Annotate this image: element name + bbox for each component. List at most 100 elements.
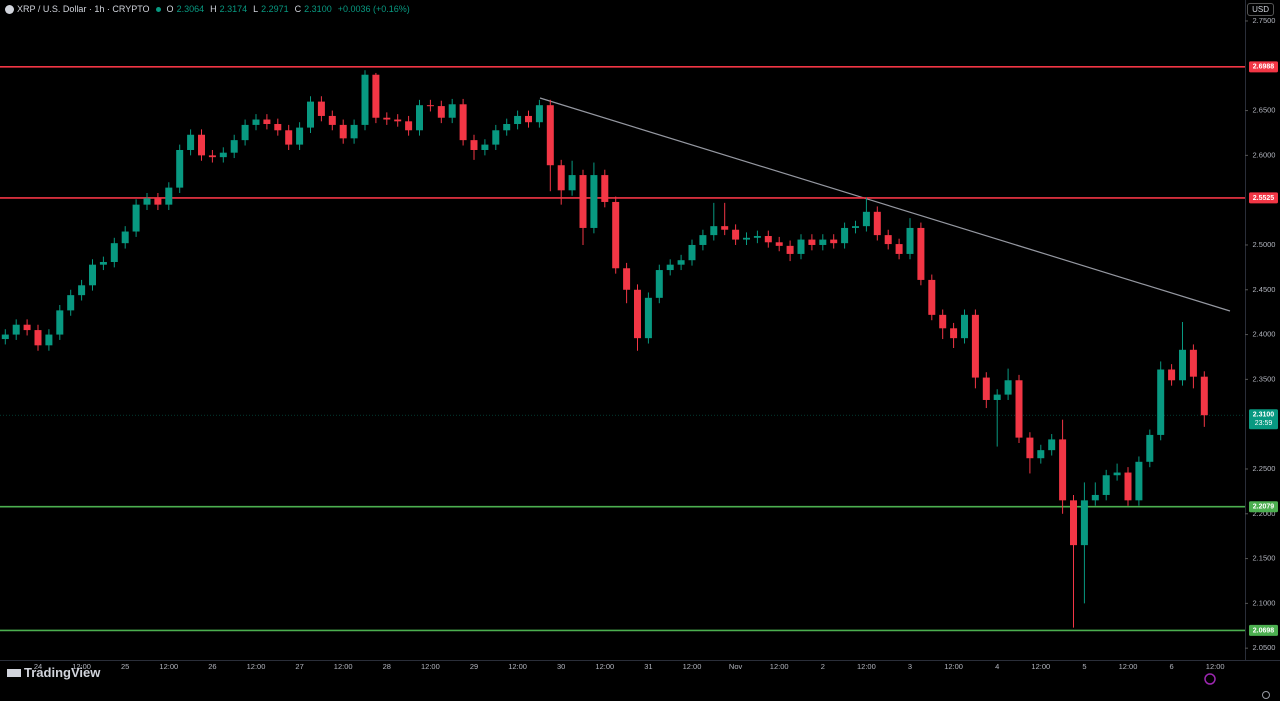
- level-label-bg: [1249, 61, 1278, 73]
- candle-body: [187, 134, 195, 150]
- candle-body: [546, 105, 554, 166]
- ohlc-value: 2.2971: [261, 4, 289, 14]
- ohlc-label: H: [210, 4, 217, 14]
- candle-body: [317, 101, 325, 116]
- candle-body: [339, 124, 347, 139]
- candle-body: [470, 140, 478, 150]
- candle-body: [503, 124, 511, 131]
- candle-body: [895, 244, 903, 254]
- x-tick-label: 3: [908, 662, 912, 671]
- settings-icon[interactable]: [1262, 691, 1270, 699]
- candle-body: [198, 134, 205, 156]
- x-tick-label: 12:00: [683, 662, 702, 671]
- candle-body: [666, 264, 674, 271]
- candle-body: [819, 239, 827, 245]
- candle-body: [56, 310, 64, 335]
- status-dot: [155, 6, 161, 12]
- candle-body: [34, 330, 42, 346]
- candle-body: [1179, 349, 1186, 381]
- level-label: 2.5525: [1253, 195, 1275, 202]
- candle-body: [459, 104, 467, 141]
- candle-body: [1146, 434, 1154, 462]
- candle-body: [928, 279, 936, 315]
- candle-body: [285, 130, 293, 145]
- candle-body: [939, 314, 947, 329]
- candle-body: [710, 226, 718, 236]
- candle-body: [1080, 500, 1088, 546]
- symbol-title[interactable]: XRP / U.S. Dollar · 1h · CRYPTO: [17, 4, 150, 14]
- currency-button[interactable]: USD: [1247, 3, 1274, 16]
- candle-body: [982, 377, 990, 400]
- candle-body: [535, 105, 543, 123]
- candle-body: [230, 140, 238, 153]
- candle-body: [481, 144, 489, 150]
- replay-icon[interactable]: [1204, 673, 1216, 685]
- candle-body: [971, 314, 979, 378]
- candle-body: [1048, 439, 1056, 451]
- candle-body: [1059, 439, 1067, 501]
- y-tick-label: 2.7500: [1253, 16, 1276, 25]
- candle-body: [99, 261, 107, 265]
- candle-body: [906, 227, 914, 254]
- candle-body: [1189, 349, 1197, 377]
- level-label-bg: [1249, 192, 1278, 204]
- candle-body: [1124, 472, 1132, 501]
- candle-body: [208, 155, 216, 158]
- candle-body: [852, 226, 859, 228]
- candle-body: [1070, 500, 1077, 546]
- x-tick-label: 12:00: [1031, 662, 1050, 671]
- candle-body: [634, 289, 641, 339]
- candle-body: [143, 198, 151, 205]
- x-tick-label: 12:00: [72, 662, 91, 671]
- candle-body: [383, 117, 391, 120]
- ohlc-label: L: [253, 4, 259, 14]
- candle-body: [437, 106, 445, 118]
- x-tick-label: 12:00: [508, 662, 527, 671]
- ohlc-label: C: [294, 4, 302, 14]
- candle-body: [557, 165, 565, 191]
- candle-body: [1102, 475, 1110, 495]
- brand: TradingView: [7, 665, 100, 680]
- header: XRP / U.S. Dollar · 1h · CRYPTO O 2.3064 …: [5, 4, 413, 14]
- candle-body: [612, 201, 620, 269]
- candle-body: [699, 235, 707, 245]
- y-tick-label: 2.3500: [1253, 374, 1276, 383]
- x-tick-label: 12:00: [857, 662, 876, 671]
- candle-body: [307, 101, 314, 128]
- candle-body: [1, 334, 9, 340]
- y-tick-label: 2.1000: [1253, 598, 1276, 607]
- x-tick-label: 6: [1170, 662, 1174, 671]
- x-tick-label: 12:00: [1119, 662, 1138, 671]
- candle-body: [655, 270, 663, 298]
- candle-body: [862, 211, 870, 227]
- candle-body: [176, 149, 184, 188]
- candle-body: [797, 239, 805, 254]
- x-tick-label: 12:00: [247, 662, 266, 671]
- candle-body: [426, 105, 434, 107]
- x-tick-label: 12:00: [944, 662, 963, 671]
- candle-body: [1200, 376, 1208, 416]
- candle-body: [721, 226, 729, 230]
- x-tick-label: 12:00: [421, 662, 440, 671]
- brand-logo: [7, 668, 21, 677]
- countdown: 23:59: [1255, 420, 1273, 427]
- candle-body: [361, 74, 369, 125]
- candle-body: [241, 124, 249, 141]
- y-tick-label: 2.5000: [1253, 240, 1276, 249]
- x-tick-label: 28: [383, 662, 391, 671]
- x-tick-label: 12:00: [770, 662, 789, 671]
- x-tick-label: 12:00: [1206, 662, 1225, 671]
- y-tick-label: 2.2500: [1253, 464, 1276, 473]
- candle-body: [644, 297, 652, 339]
- candle-body: [993, 394, 1001, 400]
- x-tick-label: 26: [208, 662, 216, 671]
- candle-body: [67, 295, 75, 311]
- x-tick-label: 24: [34, 662, 42, 671]
- candle-body: [961, 314, 968, 339]
- change: +0.0036 (+0.16%): [337, 4, 410, 14]
- level-label-bg: [1249, 624, 1278, 636]
- y-tick-label: 2.1500: [1253, 554, 1276, 563]
- candle-body: [873, 211, 881, 236]
